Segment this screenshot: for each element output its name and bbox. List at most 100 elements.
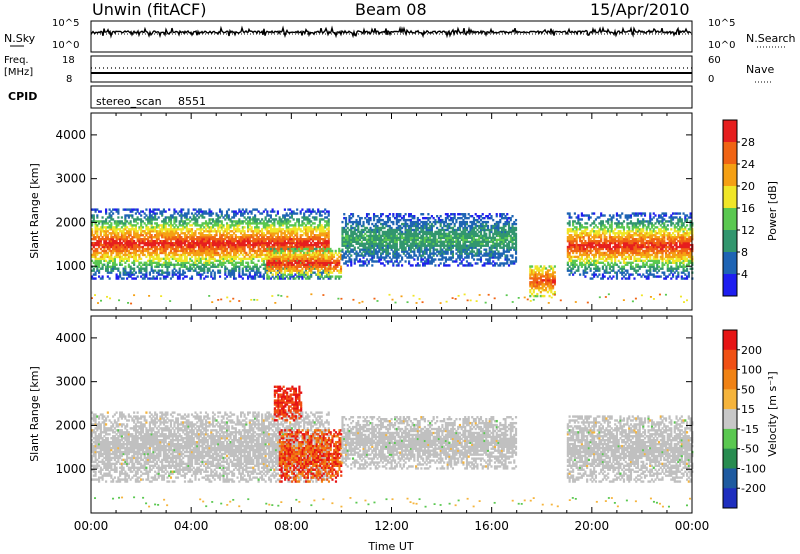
heatmap-cell (133, 220, 136, 223)
heatmap-cell (455, 234, 458, 238)
heatmap-cell (278, 222, 281, 225)
heatmap-cell (404, 226, 407, 230)
heatmap-cell (208, 210, 211, 213)
heatmap-cell (252, 220, 255, 223)
heatmap-cell (325, 222, 329, 225)
heatmap-cell (194, 224, 197, 227)
heatmap-cell (339, 275, 343, 278)
heatmap-cell (140, 232, 143, 235)
heatmap-cell (358, 264, 362, 267)
heatmap-cell (138, 253, 141, 257)
heatmap-cell (239, 220, 243, 223)
heatmap-cell (248, 237, 251, 241)
heatmap-cell (457, 248, 460, 251)
heatmap-cell (98, 269, 101, 272)
heatmap-cell (297, 226, 300, 229)
heatmap-cell (364, 216, 367, 220)
heatmap-cell (381, 213, 384, 216)
heatmap-cell (355, 218, 358, 222)
heatmap-cell (365, 240, 369, 243)
heatmap-cell (197, 232, 201, 235)
heatmap-cell (437, 264, 440, 267)
heatmap-cell (241, 237, 244, 241)
heatmap-cell (275, 255, 278, 259)
heatmap-cell (154, 261, 157, 264)
heatmap-cell (327, 226, 330, 229)
heatmap-cell (462, 232, 465, 236)
heatmap-cell (138, 212, 141, 215)
heatmap-cell (204, 247, 208, 251)
heatmap-cell (250, 259, 253, 263)
heatmap-cell (238, 230, 241, 233)
heatmap-cell (190, 241, 194, 245)
heatmap-cell (372, 240, 376, 243)
heatmap-cell (129, 220, 132, 223)
heatmap-cell (276, 277, 279, 280)
heatmap-cell (180, 261, 183, 264)
heatmap-cell (324, 251, 327, 255)
heatmap-cell (161, 243, 164, 247)
heatmap-cell (402, 222, 405, 226)
heatmap-cell (324, 216, 327, 219)
heatmap-cell (171, 214, 174, 217)
heatmap-cell (183, 232, 187, 235)
heatmap-cell (119, 271, 122, 274)
heatmap-cell (351, 240, 355, 243)
heatmap-cell (351, 248, 355, 251)
heatmap-cell (386, 230, 390, 234)
heatmap-cell (297, 247, 300, 251)
heatmap-cell (425, 220, 428, 224)
heatmap-cell (371, 234, 374, 238)
heatmap-cell (154, 216, 157, 219)
heatmap-cell (290, 228, 293, 231)
heatmap-cell (254, 245, 257, 249)
heatmap-cell (185, 230, 188, 233)
heatmap-cell (140, 251, 143, 255)
heatmap-cell (133, 269, 136, 272)
heatmap-cell (101, 224, 104, 227)
heatmap-cell (329, 257, 332, 261)
heatmap-cell (469, 230, 472, 234)
heatmap-cell (155, 230, 159, 233)
heatmap-cell (101, 277, 104, 280)
heatmap-cell (296, 237, 299, 241)
heatmap-cell (441, 250, 444, 253)
heatmap-cell (247, 234, 250, 237)
heatmap-cell (113, 245, 116, 249)
heatmap-cell (199, 245, 202, 249)
heatmap-cell (255, 241, 258, 245)
heatmap-cell (117, 275, 120, 278)
heatmap-cell (190, 247, 194, 251)
heatmap-cell (162, 208, 166, 211)
heatmap-cell (372, 236, 376, 240)
heatmap-cell (467, 216, 470, 220)
heatmap-cell (122, 232, 125, 235)
heatmap-cell (386, 250, 390, 253)
heatmap-cell (211, 263, 215, 266)
station-title: Unwin (fitACF) (92, 0, 206, 19)
heatmap-cell (150, 230, 153, 233)
heatmap-cell (430, 226, 433, 230)
heatmap-cell (250, 212, 253, 215)
heatmap-cell (313, 234, 316, 237)
heatmap-cell (147, 259, 150, 263)
heatmap-cell (423, 222, 426, 226)
heatmap-cell (247, 245, 250, 249)
heatmap-cell (124, 247, 127, 251)
heatmap-cell (225, 249, 229, 253)
heatmap-cell (451, 216, 455, 220)
heatmap-cell (353, 232, 356, 236)
heatmap-cell (239, 243, 243, 247)
heatmap-cell (150, 269, 153, 272)
heatmap-cell (285, 243, 288, 247)
heatmap-cell (296, 208, 299, 211)
heatmap-cell (194, 245, 197, 249)
heatmap-cell (394, 228, 397, 232)
heatmap-cell (332, 255, 336, 259)
heatmap-cell (318, 220, 322, 223)
heatmap-cell (278, 249, 281, 253)
heatmap-cell (476, 238, 479, 242)
heatmap-cell (474, 254, 477, 257)
heatmap-cell (103, 239, 106, 243)
heatmap-cell (306, 273, 309, 276)
